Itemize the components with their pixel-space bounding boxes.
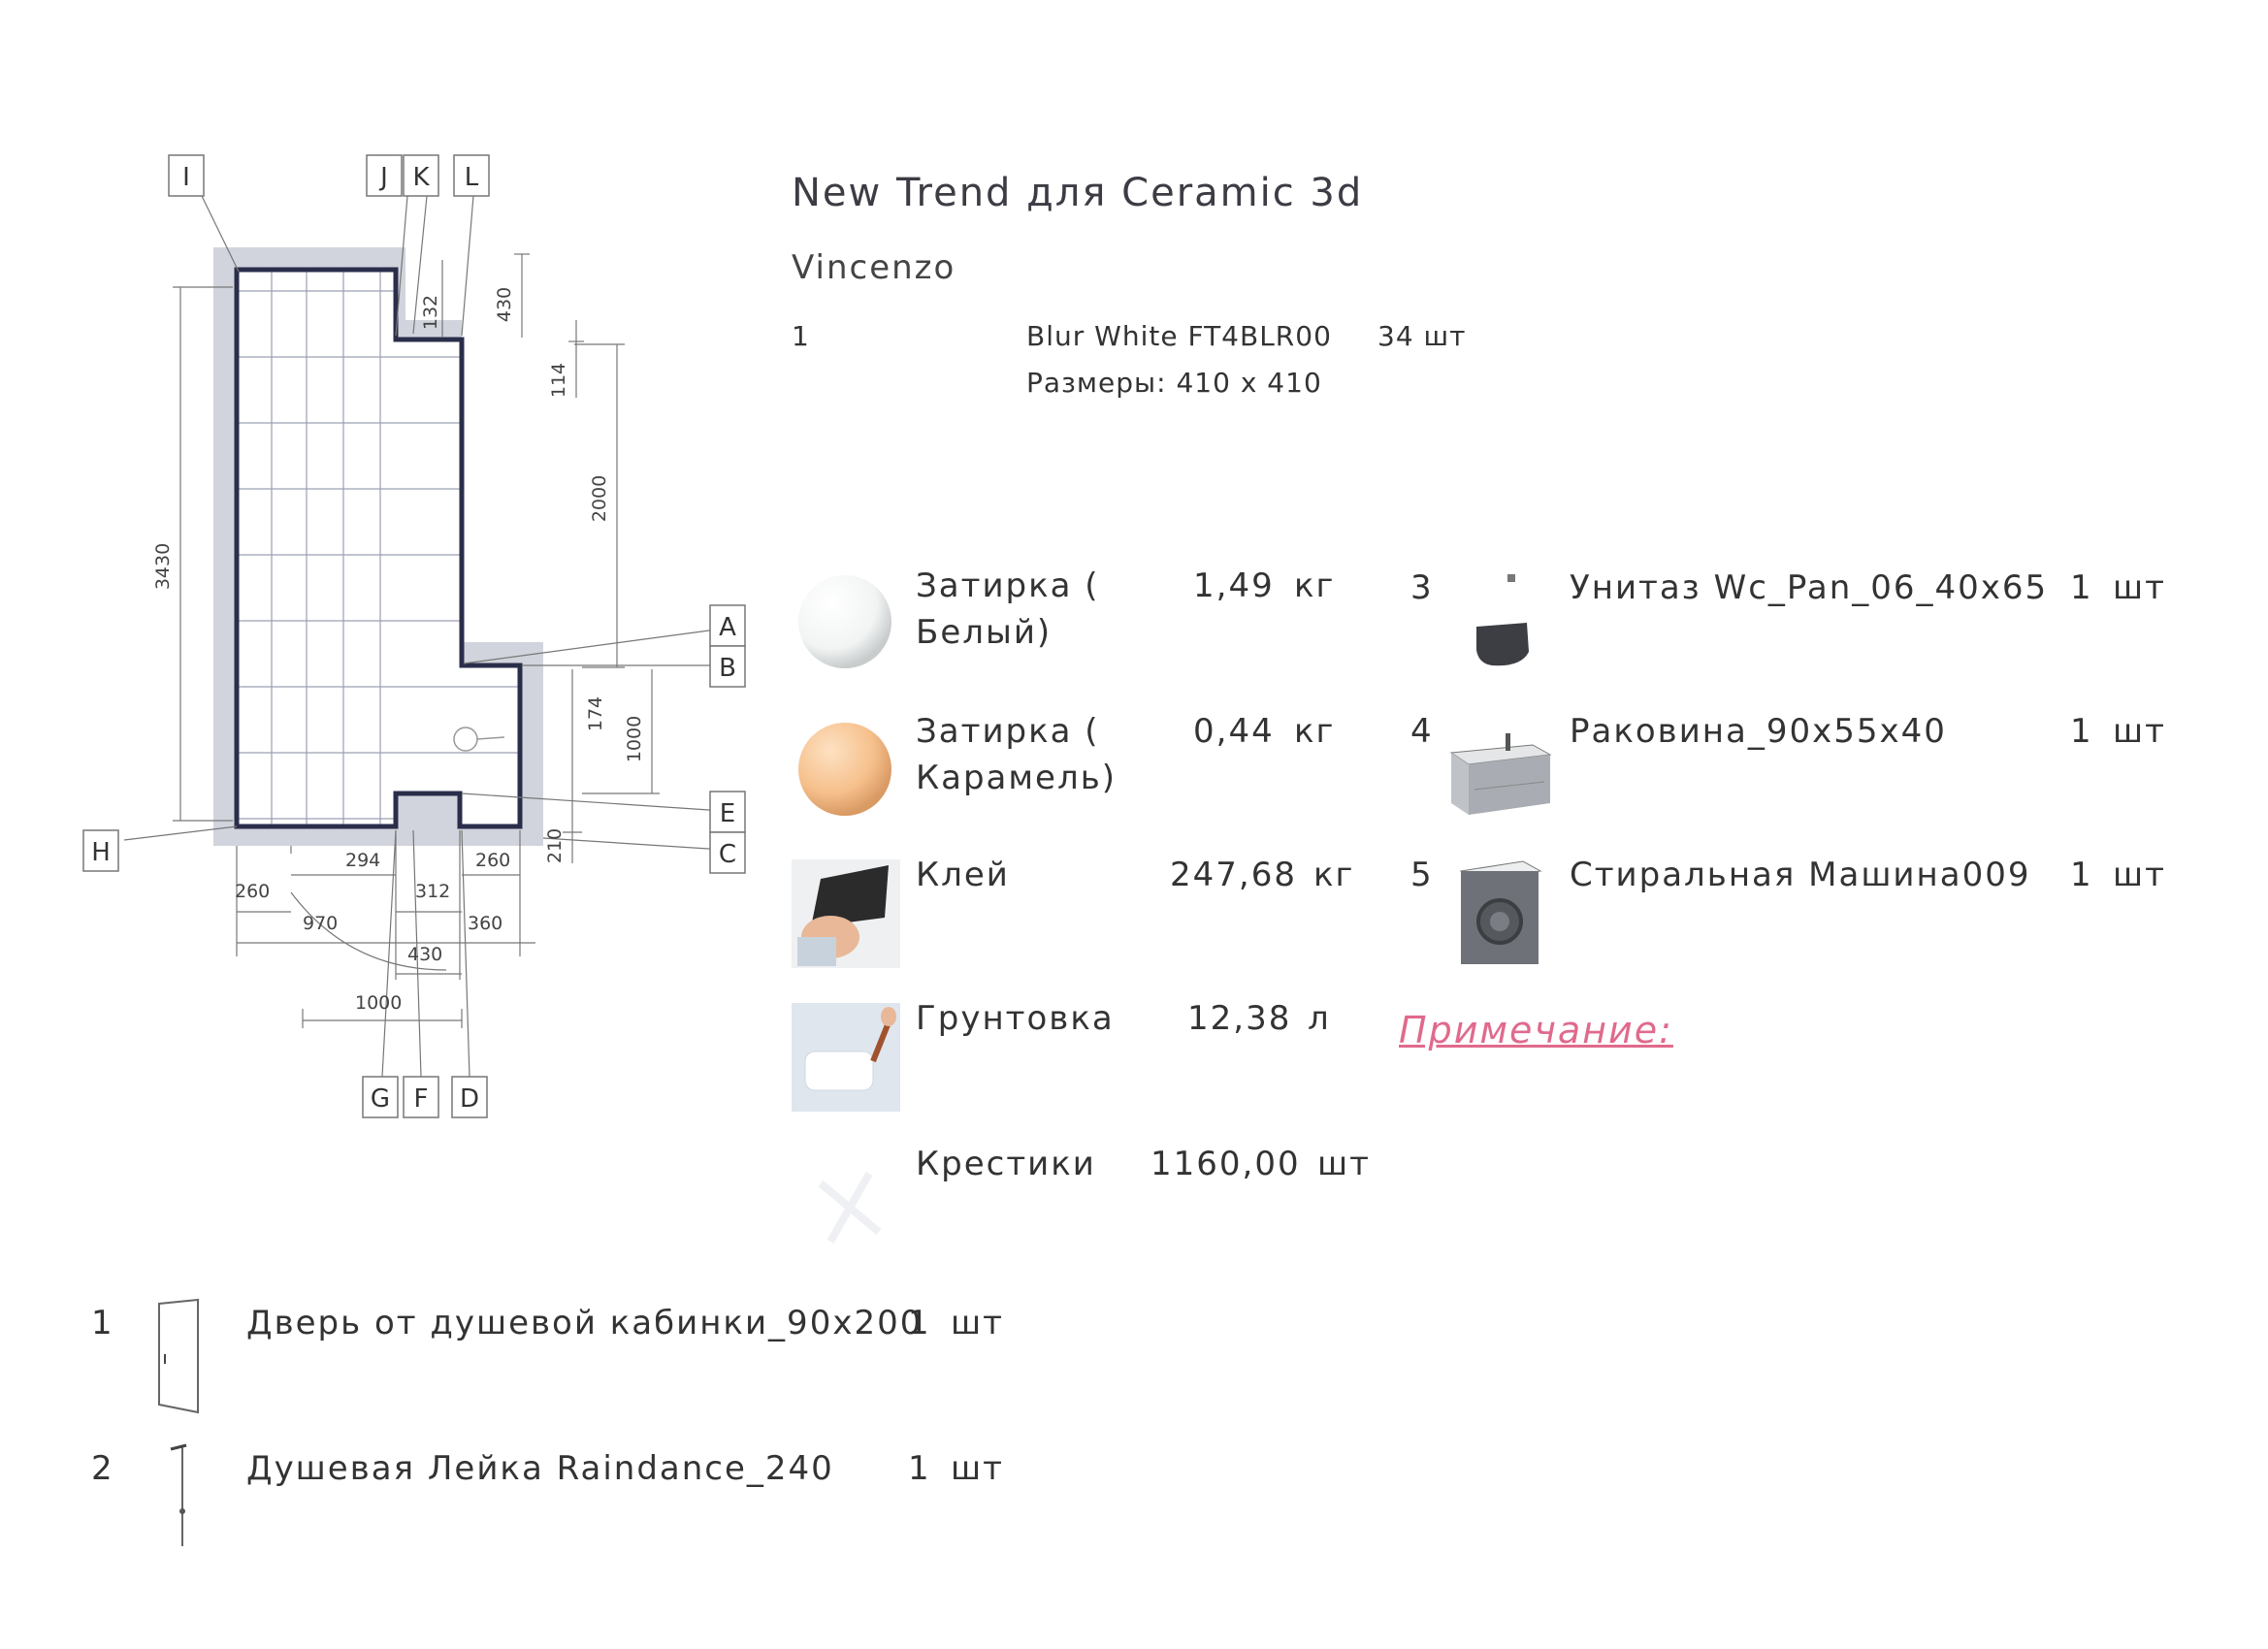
dim-114: 114 (548, 363, 569, 398)
fixture-unit: шт (2113, 856, 2166, 894)
material-unit: кг (1294, 566, 1336, 605)
white-sphere-icon (798, 575, 891, 668)
material-name: Затирка ( (916, 712, 1100, 751)
dim-970: 970 (303, 913, 338, 934)
dim-1000-v: 1000 (624, 716, 645, 762)
dim-1000-h: 1000 (355, 992, 402, 1014)
floor-outline (234, 267, 523, 829)
fixture-number: 4 (1410, 712, 1434, 751)
dim-294: 294 (345, 850, 380, 871)
paint-roller-icon (792, 1003, 900, 1112)
trowel-icon (792, 859, 900, 968)
fixture-number: 3 (1410, 568, 1434, 607)
dim-174: 174 (585, 696, 606, 731)
material-name: Грунтовка (916, 999, 1115, 1038)
bottom-fixture-name: Душевая Лейка Raindance_240 (246, 1449, 834, 1488)
bottom-fixture-number: 1 (91, 1304, 114, 1342)
tile-grid (237, 270, 520, 826)
toilet-icon (1476, 574, 1529, 666)
bottom-fixture-number: 2 (91, 1449, 114, 1488)
material-name-2: Белый) (916, 613, 1053, 652)
point-label-a: A (719, 613, 736, 642)
floor-plan: 3430 132 430 114 2000 174 1000 210 294 2… (82, 154, 746, 1118)
fixture-name: Стиральная Машина009 (1570, 856, 2031, 894)
material-unit: л (1308, 999, 1331, 1038)
tile-spacer-icon (818, 1172, 882, 1244)
fixture-name: Унитаз Wc_Pan_06_40x65 (1570, 568, 2049, 607)
dim-312: 312 (415, 881, 450, 902)
point-label-h: H (91, 838, 111, 867)
bottom-fixture-name: Дверь от душевой кабинки_90x200 (246, 1304, 923, 1342)
point-label-k: K (412, 163, 430, 192)
page-title: New Trend для Ceramic 3d (792, 171, 1364, 215)
material-unit: шт (1317, 1145, 1371, 1183)
point-label-g: G (371, 1084, 390, 1114)
bottom-fixture-unit: шт (951, 1304, 1004, 1342)
material-amount: 1,49 (1193, 566, 1275, 605)
fixture-number: 5 (1410, 856, 1434, 894)
tile-size: Размеры: 410 x 410 (1026, 367, 1322, 399)
material-name: Клей (916, 856, 1010, 894)
point-label-l: L (465, 163, 479, 192)
bottom-fixture-qty: 1 (908, 1304, 931, 1342)
material-amount: 12,38 (1187, 999, 1292, 1038)
fixture-unit: шт (2113, 712, 2166, 751)
point-label-e: E (720, 799, 735, 828)
sink-cabinet-icon (1449, 733, 1552, 815)
tile-number: 1 (792, 320, 810, 352)
bottom-fixture-unit: шт (951, 1449, 1004, 1488)
fixture-qty: 1 (2070, 568, 2093, 607)
fixture-qty: 1 (2070, 712, 2093, 751)
shower-head-icon (170, 1443, 187, 1546)
note-label: Примечание: (1399, 1009, 1673, 1051)
washing-machine-icon (1459, 860, 1542, 964)
point-label-f: F (414, 1084, 429, 1114)
caramel-sphere-icon (798, 723, 891, 816)
dim-3430: 3430 (152, 543, 174, 590)
shower-door-icon (158, 1298, 199, 1414)
material-name: Затирка ( (916, 566, 1100, 605)
bottom-fixture-qty: 1 (908, 1449, 931, 1488)
material-unit: кг (1294, 712, 1336, 751)
dim-132: 132 (420, 295, 441, 330)
dim-210: 210 (544, 828, 566, 863)
collection-name: Vincenzo (792, 248, 956, 287)
material-unit: кг (1313, 856, 1355, 894)
tile-qty: 34 шт (1377, 320, 1467, 352)
dim-430-bottom: 430 (407, 944, 442, 965)
point-label-d: D (460, 1084, 479, 1114)
material-name-2: Карамель) (916, 759, 1117, 797)
material-amount: 247,68 (1170, 856, 1297, 894)
tile-name: Blur White FT4BLR00 (1026, 320, 1332, 352)
fixture-qty: 1 (2070, 856, 2093, 894)
dim-430-top: 430 (494, 287, 515, 322)
material-amount: 0,44 (1193, 712, 1275, 751)
dim-260-right: 260 (475, 850, 510, 871)
dim-2000: 2000 (589, 475, 610, 522)
point-label-i: I (182, 163, 190, 192)
material-name: Крестики (916, 1145, 1096, 1183)
point-label-b: B (719, 654, 736, 683)
floor-area (237, 270, 520, 826)
material-amount: 1160,00 (1150, 1145, 1301, 1183)
point-label-j: J (378, 163, 388, 192)
point-label-c: C (719, 840, 736, 869)
fixture-name: Раковина_90x55x40 (1570, 712, 1947, 751)
fixture-unit: шт (2113, 568, 2166, 607)
dim-260-left: 260 (235, 881, 270, 902)
dim-360: 360 (468, 913, 502, 934)
